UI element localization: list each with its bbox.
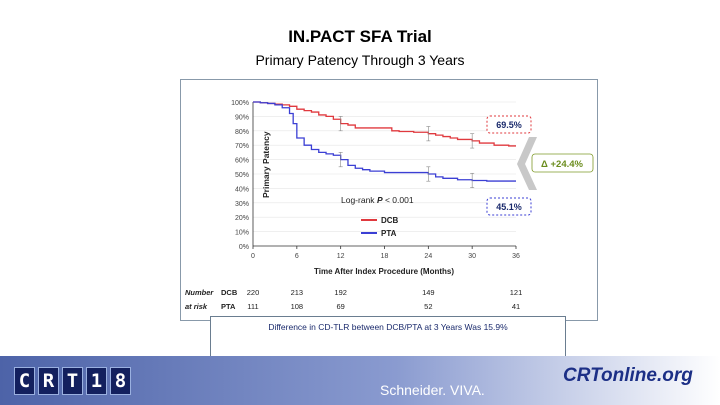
delta-bracket-icon — [517, 137, 537, 190]
y-tick-label: 80% — [235, 129, 249, 136]
y-tick-label: 30% — [235, 201, 249, 208]
delta-label-box — [531, 153, 594, 173]
y-tick-label: 60% — [235, 158, 249, 165]
logo-letter: R — [38, 367, 59, 395]
km-chart-panel: 0% 10% 20% 30% 40% 50% 60% 70% 80% 90% 100% 0 6 12 18… — [180, 79, 598, 321]
x-tick-label: 30 — [468, 253, 476, 260]
x-tick-label: 18 — [381, 253, 389, 260]
pta-end-label-box — [486, 197, 532, 216]
series-line-dcb — [253, 101, 516, 147]
legend-label-dcb: DCB — [381, 216, 399, 225]
at-risk-count-dcb: 220 — [247, 288, 260, 297]
at-risk-row-name-dcb: DCB — [221, 288, 238, 297]
at-risk-count-pta: 52 — [424, 302, 432, 311]
km-plot: 0% 10% 20% 30% 40% 50% 60% 70% 80% 90% 100% 0 6 12 18… — [185, 100, 594, 311]
legend-label-pta: PTA — [381, 229, 397, 238]
at-risk-count-dcb: 121 — [510, 288, 523, 297]
at-risk-count-pta: 111 — [247, 302, 258, 311]
note-box: Difference in CD-TLR between DCB/PTA at … — [210, 316, 566, 360]
note-text: Difference in CD-TLR between DCB/PTA at … — [268, 322, 508, 332]
y-tick-label: 50% — [235, 172, 249, 179]
dcb-end-label: 69.5% — [496, 120, 522, 130]
at-risk-count-pta: 69 — [336, 302, 344, 311]
footer-credit: Schneider. VIVA. — [380, 382, 485, 398]
crt-online-logo: CRTonline.org — [563, 365, 693, 386]
x-tick-label: 24 — [424, 253, 432, 260]
y-tick-label: 100% — [231, 100, 249, 107]
slide-title: IN.PACT SFA Trial — [288, 27, 432, 46]
crt-logo: C R T 1 8 — [14, 367, 131, 395]
at-risk-count-pta: 108 — [291, 302, 304, 311]
y-tick-label: 10% — [235, 230, 249, 237]
logo-letter: 8 — [110, 367, 131, 395]
at-risk-count-pta: 41 — [512, 302, 520, 311]
at-risk-label-line2: at risk — [185, 302, 208, 311]
y-tick-label: 70% — [235, 143, 249, 150]
x-axis-label: Time After Index Procedure (Months) — [314, 267, 454, 276]
x-tick-label: 36 — [512, 253, 520, 260]
logo-letter: C — [14, 367, 35, 395]
dcb-end-label-box — [486, 115, 532, 134]
logo-letter: 1 — [86, 367, 107, 395]
at-risk-row-name-pta: PTA — [221, 302, 236, 311]
x-tick-label: 12 — [337, 253, 345, 260]
y-axis-label: Primary Patency — [261, 131, 271, 198]
at-risk-count-dcb: 213 — [291, 288, 304, 297]
y-tick-label: 90% — [235, 114, 249, 121]
y-tick-label: 20% — [235, 215, 249, 222]
x-tick-label: 0 — [251, 253, 255, 260]
x-tick-label: 6 — [295, 253, 299, 260]
logo-letter: T — [62, 367, 83, 395]
slide-subtitle: Primary Patency Through 3 Years — [255, 52, 465, 68]
footer-bar: C R T 1 8 Schneider. VIVA. CRTonline.org — [0, 356, 720, 405]
logrank-annotation: Log-rank P < 0.001 — [341, 195, 414, 205]
pta-end-label: 45.1% — [496, 202, 522, 212]
delta-label: Δ +24.4% — [541, 159, 584, 170]
y-tick-label: 40% — [235, 186, 249, 193]
at-risk-count-dcb: 192 — [334, 288, 347, 297]
at-risk-label-line1: Number — [185, 288, 214, 297]
at-risk-count-dcb: 149 — [422, 288, 435, 297]
y-tick-label: 0% — [239, 244, 249, 251]
